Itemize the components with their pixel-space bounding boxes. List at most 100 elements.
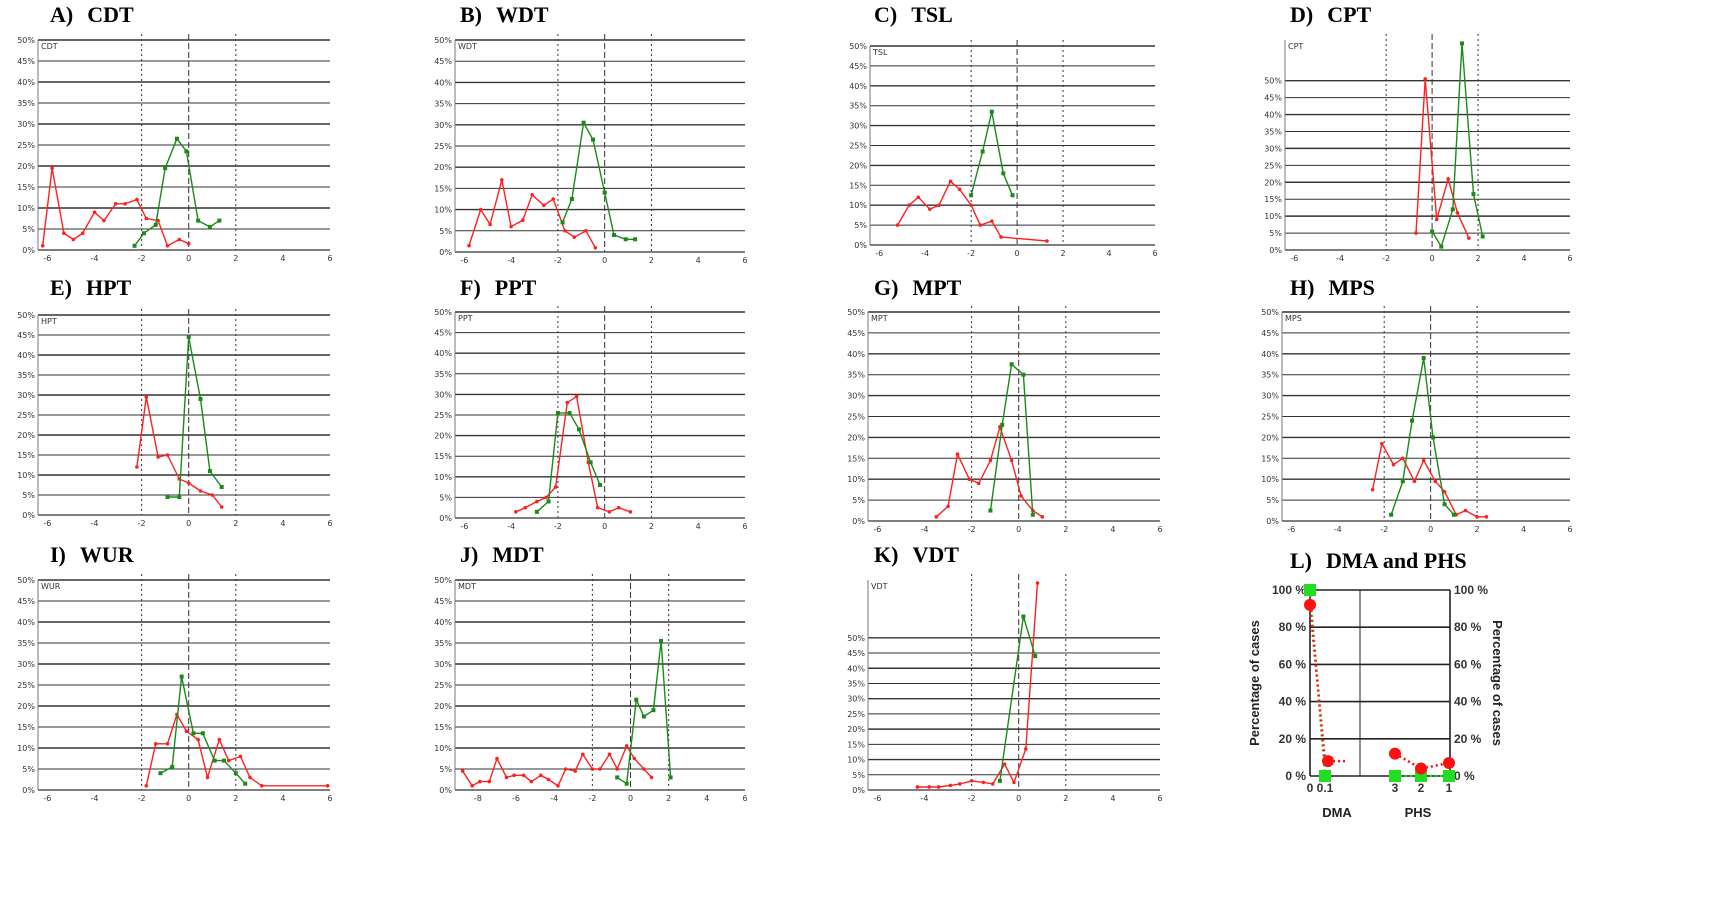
panel-title: I) WUR (50, 542, 135, 567)
phs-patients-point (1389, 747, 1401, 760)
x-tick-label: -2 (588, 794, 596, 803)
y-tick-label: 5% (439, 765, 452, 774)
x-tick-label: -2 (1380, 525, 1388, 534)
controls-series-line (970, 111, 1014, 196)
controls-point (1010, 193, 1015, 198)
y-tick-label: 25% (847, 710, 865, 719)
patients-point (563, 767, 568, 771)
controls-point (141, 231, 146, 236)
panel-title: H) MPS (1290, 275, 1375, 300)
panel-letter: I) (50, 542, 66, 567)
patients-point (1023, 747, 1028, 751)
patients-series-line (468, 179, 596, 249)
y-tick-label-right: 60 % (1454, 657, 1482, 671)
panels-group: A) CDT0%5%10%15%20%25%30%35%40%45%50%CDT-… (17, 2, 1572, 803)
y-tick-label: 25% (17, 141, 35, 150)
y-tick-label: 15% (847, 454, 865, 463)
y-tick-label: 40% (17, 618, 35, 627)
panel-letter: K) (874, 542, 898, 567)
panel-name: WDT (496, 2, 549, 27)
y-tick-label: 0% (854, 241, 867, 250)
x-tick-label: -2 (138, 254, 146, 263)
x-tick-label: -4 (507, 256, 515, 265)
patients-point (165, 244, 170, 248)
controls-point (1021, 614, 1026, 619)
patients-point (1012, 780, 1016, 785)
y-axis-title-left: Percentage of cases (1247, 620, 1262, 746)
patients-point (535, 499, 539, 504)
x-tick-label: 0 (186, 794, 191, 803)
y-tick-label: 0% (852, 786, 865, 795)
phs-patients-point (1443, 756, 1455, 769)
y-tick-label: 25% (434, 411, 452, 420)
y-tick-label: 25% (434, 142, 452, 151)
controls-point (243, 781, 248, 786)
panel-name: PPT (495, 275, 537, 300)
controls-point (177, 495, 182, 499)
x-tick-label: 2 (649, 522, 654, 531)
controls-point (163, 166, 168, 171)
controls-point (1421, 355, 1426, 360)
x-tick-label: -4 (91, 794, 99, 803)
y-tick-label-right: 80 % (1454, 620, 1482, 634)
y-tick-label: 20% (849, 161, 867, 170)
y-tick-label: 40% (847, 664, 865, 673)
controls-point (651, 708, 656, 713)
controls-point (1033, 654, 1038, 659)
y-tick-label: 10% (1261, 475, 1279, 484)
controls-point (219, 485, 224, 489)
panel-ppt: F) PPT 0% 5% 10% 15% 20% 25% 30% 35% 40% 45% 50% PPT -… (434, 275, 747, 531)
x-tick-label: 2 (233, 519, 238, 528)
x-tick-label: 6 (742, 794, 747, 803)
controls-point (1450, 207, 1455, 212)
controls-point (555, 410, 560, 415)
patients-point (948, 783, 953, 788)
controls-point (997, 778, 1002, 783)
x-tick-label: -6 (875, 249, 883, 258)
y-tick-label: 20% (1261, 433, 1279, 442)
patients-point (184, 729, 189, 733)
controls-point (1451, 512, 1456, 517)
x-tick-label: 0 (1016, 525, 1021, 534)
panel-title: A) CDT (50, 2, 134, 27)
x-tick-label: 6 (1157, 794, 1162, 803)
phs-tick-label: 3 (1392, 781, 1399, 795)
y-tick-label: 45% (1264, 94, 1282, 103)
patients-point (642, 767, 646, 771)
panel-cpt: D) CPT 0% 5% 10% 15% 20% 25% 30% 35% 40% 45% 50% CPT -… (1264, 2, 1572, 263)
patients-point (1040, 515, 1045, 519)
y-tick-label: 50% (434, 36, 452, 45)
x-tick-label: 4 (1110, 794, 1115, 803)
patients-point (607, 510, 612, 514)
controls-point (581, 120, 586, 125)
patients-point (530, 192, 534, 197)
y-tick-label: 45% (847, 329, 865, 338)
patients-point (512, 773, 516, 778)
patients-point (934, 515, 939, 519)
controls-point (989, 109, 994, 114)
y-tick-label: 35% (847, 371, 865, 380)
x-tick-label: 4 (1521, 525, 1526, 534)
controls-point (1030, 512, 1035, 517)
patients-point (210, 493, 215, 497)
controls-point (534, 509, 539, 514)
panel-name: CDT (87, 2, 134, 27)
patients-series-line (896, 180, 1048, 242)
y-tick-label: 40% (847, 350, 865, 359)
controls-point (1471, 192, 1476, 197)
dma-controls-point (1304, 584, 1316, 596)
y-tick-label: 40% (434, 349, 452, 358)
inner-label: WDT (458, 42, 477, 51)
patients-point (649, 775, 654, 780)
x-tick-label: 0 (1428, 525, 1433, 534)
patients-point (628, 510, 633, 514)
y-tick-label: 10% (849, 201, 867, 210)
x-tick-label: -4 (921, 525, 929, 534)
panel-mps: H) MPS 0% 5% 10% 15% 20% 25% 30% 35% 40% 45% 50% MPS -… (1261, 275, 1572, 534)
x-tick-label: -2 (968, 794, 976, 803)
controls-point (158, 771, 163, 776)
y-tick-label: 5% (852, 496, 865, 505)
patients-point (999, 235, 1003, 239)
patients-point (165, 742, 170, 746)
x-tick-label: 0 (1015, 249, 1020, 258)
